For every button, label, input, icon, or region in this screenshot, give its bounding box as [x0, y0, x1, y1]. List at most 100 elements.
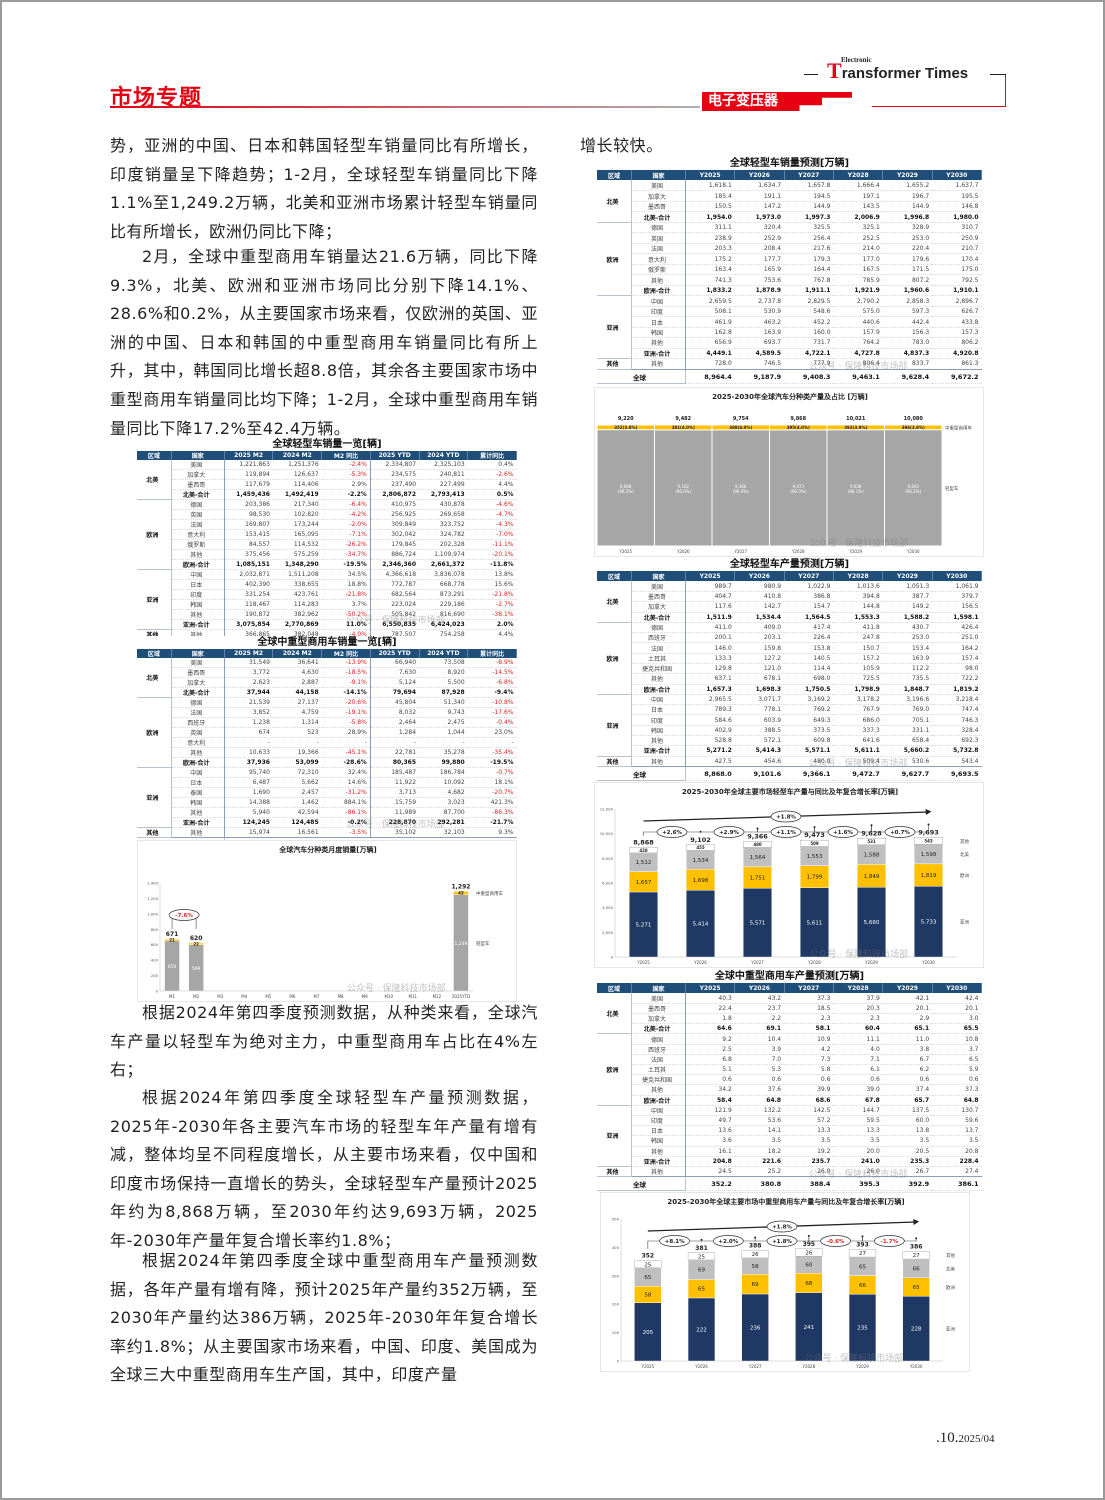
- value-cell: 463.2: [734, 316, 785, 328]
- x-tick-label: Y2029: [848, 549, 862, 554]
- table-row: 英国 238.9 252.9 256.4 252.5 253.0 250.9: [597, 232, 982, 244]
- value-cell: 1,598.1: [932, 612, 982, 623]
- table-row: 其他 34.2 37.6 39.9 39.0 37.4 37.3: [597, 1084, 982, 1096]
- segment-label: 9,473: [793, 484, 805, 489]
- value-cell: 442.4: [882, 316, 933, 328]
- table-row: 亚洲 中国 2,965.5 3,071.7 3,169.2 3,178.2 3,196.6 3…: [597, 694, 982, 757]
- value-cell: -: [272, 737, 322, 749]
- value-cell: 746.5: [734, 358, 785, 370]
- value-cell: 13.3: [784, 1125, 834, 1137]
- country-cell: 英国: [171, 727, 225, 739]
- value-cell: 1,997.3: [784, 211, 834, 223]
- total-label: 9,366: [747, 832, 768, 840]
- country-cell: 墨西哥: [171, 479, 225, 491]
- value-cell: -20.1%: [467, 549, 517, 561]
- value-cell: 7.1: [833, 1054, 883, 1066]
- value-cell: -34.7%: [321, 549, 371, 561]
- value-cell: 8,920: [419, 667, 468, 679]
- y-tick-label: 1,200: [147, 896, 158, 901]
- value-cell: 402.9: [684, 725, 735, 737]
- value-cell: 411.8: [833, 622, 883, 634]
- country-cell: 日本: [171, 777, 225, 789]
- x-tick-label: Y2025: [636, 960, 650, 965]
- value-cell: 2,661,372: [419, 559, 468, 571]
- value-cell: 1,954.0: [684, 211, 735, 223]
- segment-label: 66: [913, 1266, 920, 1272]
- column-header: Y2028: [833, 170, 884, 181]
- segment-label: 1,598: [921, 852, 937, 858]
- value-cell: 164.2: [932, 642, 982, 654]
- bar-segment: [686, 844, 715, 851]
- bar-segment: [857, 838, 886, 846]
- share-label: (96.2%): [618, 489, 634, 494]
- table-row: 北美 美国 40.3 43.2 37.3 37.9 42.1 42.4: [597, 993, 982, 1035]
- x-tick-label: Y2026: [676, 549, 690, 554]
- value-cell: 15,759: [369, 797, 420, 809]
- value-cell: 39.9: [784, 1084, 834, 1096]
- country-cell: 俄罗斯: [171, 539, 225, 551]
- share-label: (96.0%): [790, 489, 806, 494]
- x-tick-label: M8: [338, 994, 344, 999]
- value-cell: 114.4: [784, 663, 834, 675]
- value-cell: 693.7: [734, 337, 785, 349]
- value-cell: 4,722.1: [784, 348, 834, 360]
- value-cell: 37.6: [734, 1084, 785, 1096]
- table-row: 意大利 175.2 177.7 179.3 177.0 179.6 170.4: [597, 253, 982, 265]
- value-cell: 227,499: [419, 479, 468, 491]
- table-row: 其他 10,633 19,366 -45.1% 22,781 35,278 -35.4%: [137, 747, 517, 759]
- column-header: 区域: [137, 451, 172, 461]
- value-cell: -14.1%: [321, 687, 371, 699]
- column-header: 2024 M2: [272, 649, 323, 659]
- value-cell: 0.6: [784, 1074, 834, 1086]
- y-tick-label: 1,400: [147, 881, 158, 886]
- value-cell: 22.4: [684, 1003, 735, 1015]
- value-cell: 2.5: [684, 1044, 735, 1055]
- value-cell: 217,340: [272, 499, 322, 511]
- value-cell: 203,386: [223, 499, 273, 511]
- column-header: Y2025: [685, 170, 736, 181]
- value-cell: 40.3: [684, 993, 735, 1004]
- value-cell: 461.9: [684, 316, 735, 328]
- value-cell: -6.8%: [467, 677, 517, 689]
- value-cell: 387.7: [882, 591, 933, 603]
- y-tick-label: 8,000: [602, 856, 613, 861]
- segment-label: 65: [698, 1287, 705, 1293]
- value-cell: 4,920.8: [932, 348, 982, 360]
- column-header: 累计同比: [467, 451, 517, 461]
- value-cell: 4,449.1: [684, 348, 735, 360]
- table-row: 其他 其他 427.5 454.6 480.0 509.4 530.6 543.4: [597, 756, 982, 767]
- value-cell: 16,561: [272, 827, 322, 839]
- value-cell: 159.8: [734, 642, 785, 654]
- table-row: 泰国 1,690 2,457 -31.2% 3,713 4,682 -20.7%: [137, 787, 517, 799]
- column-header: Y2030: [932, 170, 983, 181]
- subtotal-row: 亚洲-合计 204.8 221.6 235.7 241.0 235.3 228.4: [597, 1156, 982, 1167]
- value-cell: 440.6: [833, 316, 883, 328]
- value-cell: 117.6: [684, 601, 735, 613]
- value-cell: 223,024: [369, 599, 420, 611]
- segment-label: 1,588: [864, 853, 880, 859]
- value-cell: 430,878: [419, 499, 468, 511]
- value-cell: 58.4: [684, 1095, 735, 1106]
- value-cell: 427.5: [684, 756, 735, 767]
- value-cell: 331.1: [882, 725, 933, 737]
- country-cell: 印度: [631, 306, 686, 318]
- global-value: 352.2: [684, 1176, 735, 1192]
- table-row: 欧洲 德国 9.2 10.4 10.9 11.1 11.0 10.8: [597, 1033, 982, 1106]
- table-row: 墨西哥 3,772 4,630 -18.5% 7,630 8,920 -14.5%: [137, 667, 517, 679]
- value-cell: 27.4: [932, 1166, 982, 1178]
- table-row: 印度 331,254 423,761 -21.8% 682,564 873,291 -21.…: [137, 589, 517, 601]
- bar-segment: [848, 1294, 877, 1362]
- segment-label: 58: [752, 1264, 759, 1270]
- value-cell: 3,178.2: [833, 694, 883, 706]
- table-row: 其他 741.3 753.6 767.8 785.9 807.2 792.5: [597, 274, 982, 286]
- value-cell: 132.2: [734, 1105, 785, 1116]
- yoy-arrow-head: [807, 1234, 810, 1237]
- value-cell: 423,761: [272, 589, 322, 601]
- value-cell: 256,925: [369, 509, 420, 521]
- value-cell: 3,772: [223, 667, 273, 679]
- value-cell: 156.3: [882, 327, 933, 339]
- column-header: Y2027: [784, 571, 834, 582]
- brand-dash: [804, 74, 818, 75]
- value-cell: 311.1: [684, 222, 735, 234]
- value-cell: -7.0%: [467, 529, 517, 541]
